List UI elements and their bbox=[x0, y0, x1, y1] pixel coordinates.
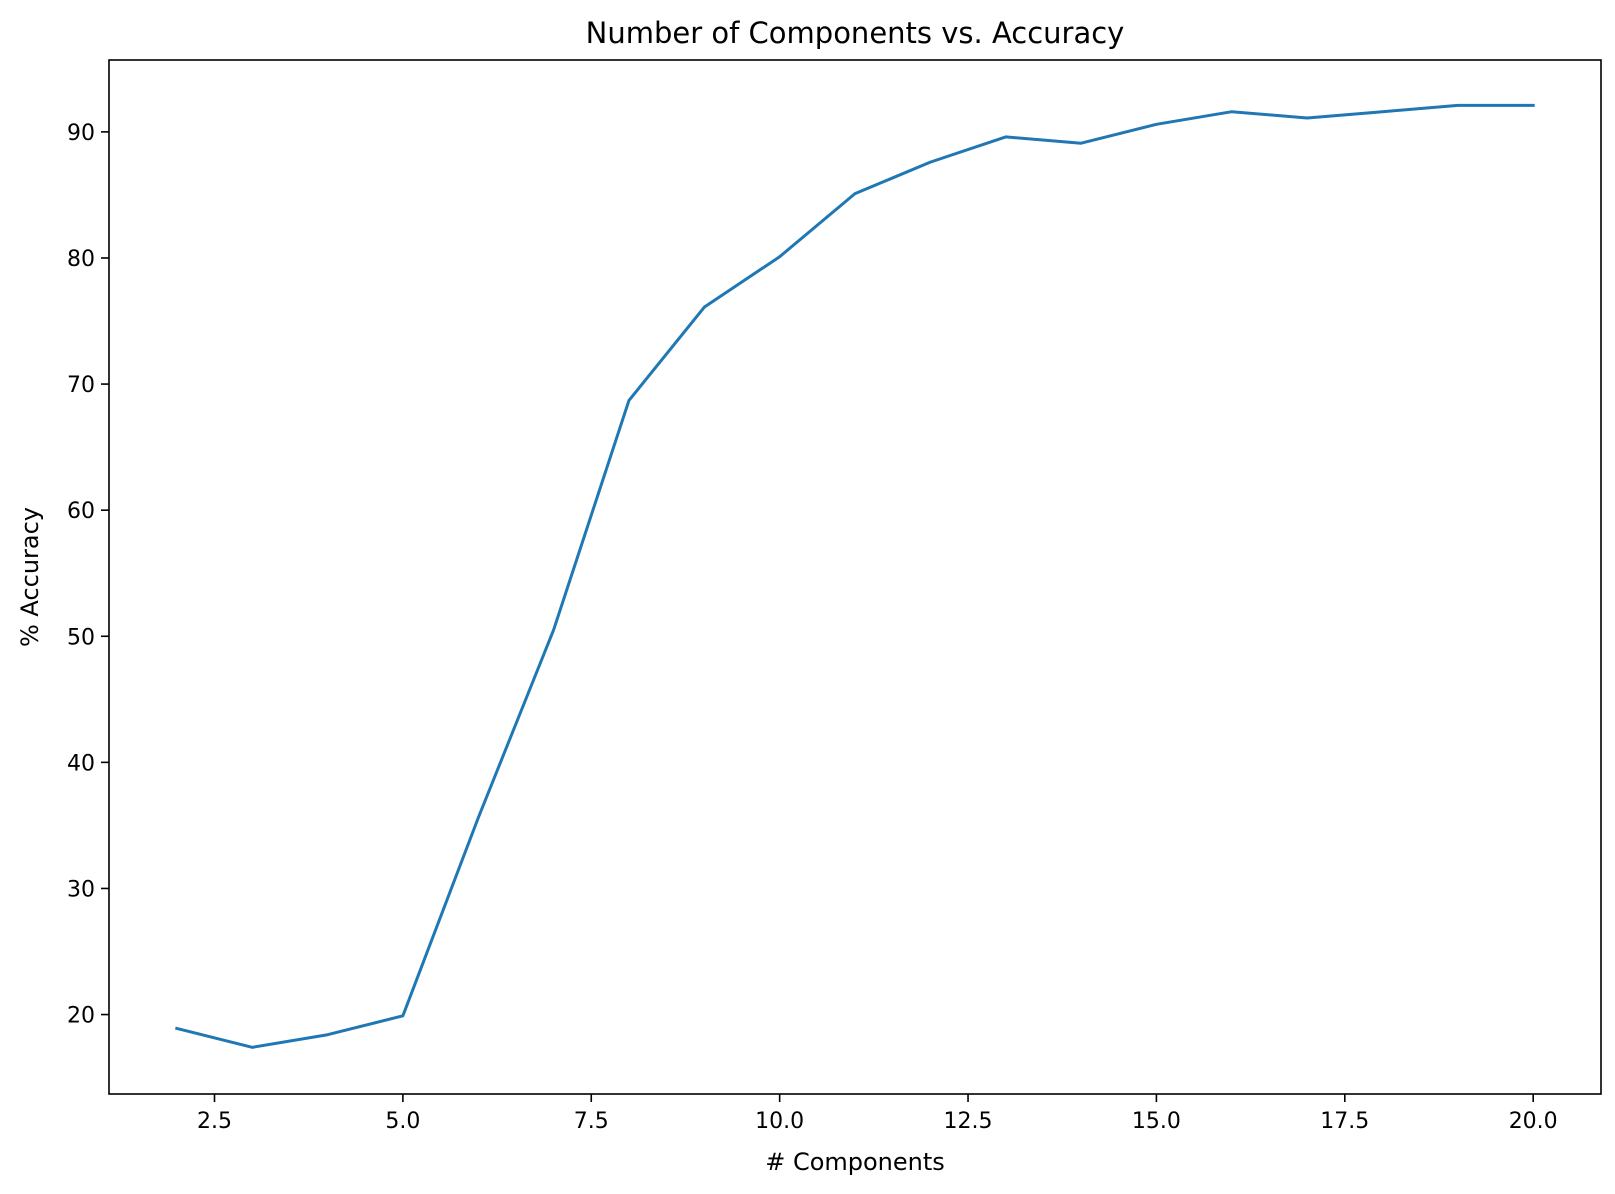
x-tick-label: 10.0 bbox=[755, 1109, 804, 1134]
y-axis-label: % Accuracy bbox=[16, 507, 44, 647]
chart-title: Number of Components vs. Accuracy bbox=[586, 16, 1125, 50]
x-tick-label: 20.0 bbox=[1509, 1109, 1558, 1134]
y-tick-label: 50 bbox=[67, 625, 95, 650]
y-tick-label: 80 bbox=[67, 247, 95, 272]
axis-ticks: 2.5 5.0 7.5 10.0 12.5 15.0 17.5 20.0 20 30 40 50 60 7… bbox=[67, 121, 1558, 1134]
x-tick-label: 12.5 bbox=[944, 1109, 993, 1134]
x-axis-label: # Components bbox=[765, 1148, 945, 1176]
series-line bbox=[175, 103, 1535, 1049]
y-tick-label: 90 bbox=[67, 121, 95, 146]
axes-frame bbox=[108, 59, 1602, 1095]
x-tick-label: 2.5 bbox=[197, 1109, 232, 1134]
y-tick-label: 60 bbox=[67, 499, 95, 524]
y-tick-label: 20 bbox=[67, 1004, 95, 1029]
y-tick-label: 70 bbox=[67, 373, 95, 398]
plot-marks bbox=[175, 103, 1535, 1049]
y-tick-label: 40 bbox=[67, 751, 95, 776]
x-tick-label: 15.0 bbox=[1132, 1109, 1181, 1134]
y-tick-label: 30 bbox=[67, 877, 95, 902]
x-tick-label: 5.0 bbox=[385, 1109, 420, 1134]
x-tick-label: 7.5 bbox=[574, 1109, 609, 1134]
x-tick-label: 17.5 bbox=[1320, 1109, 1369, 1134]
